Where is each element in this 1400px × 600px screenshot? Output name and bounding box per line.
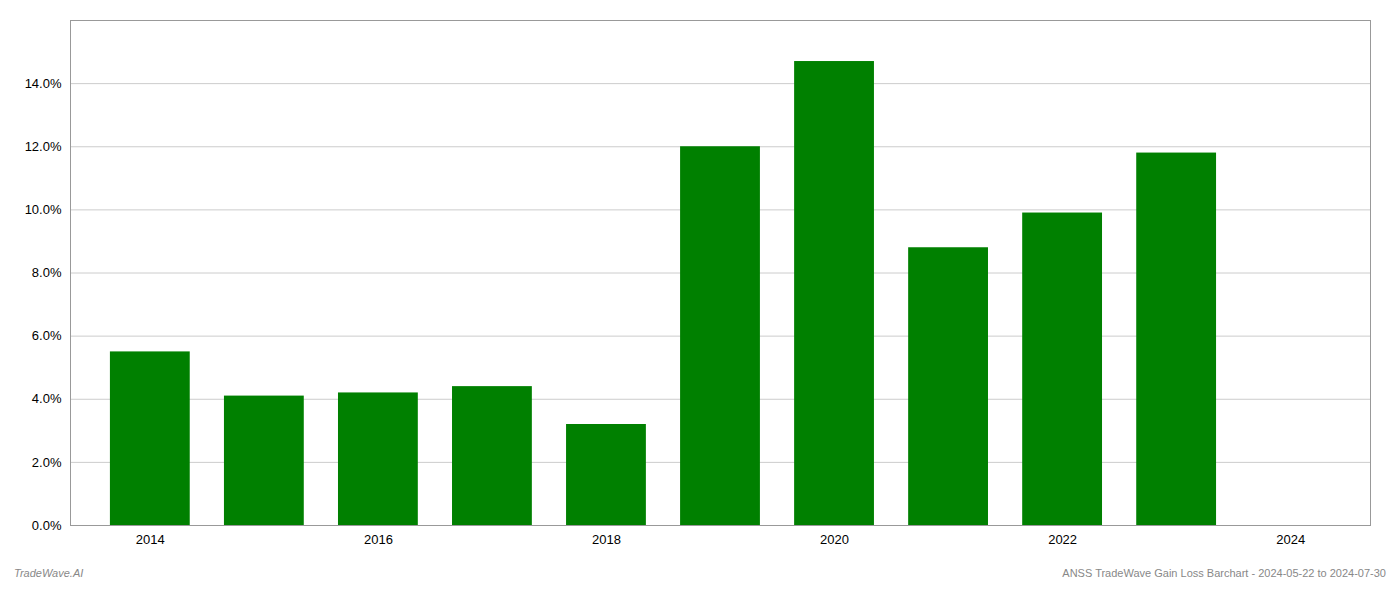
- svg-text:2016: 2016: [364, 532, 393, 547]
- svg-text:6.0%: 6.0%: [32, 328, 62, 343]
- svg-text:2020: 2020: [820, 532, 849, 547]
- svg-text:2014: 2014: [136, 532, 165, 547]
- svg-text:4.0%: 4.0%: [32, 391, 62, 406]
- svg-text:10.0%: 10.0%: [25, 202, 62, 217]
- svg-text:12.0%: 12.0%: [25, 139, 62, 154]
- svg-text:8.0%: 8.0%: [32, 265, 62, 280]
- html-text:ANSS TradeWave Gain Loss Barch: ANSS TradeWave Gain Loss Barchart - 2024…: [1062, 567, 1386, 579]
- svg-text:2024: 2024: [1276, 532, 1305, 547]
- svg-text:2.0%: 2.0%: [32, 455, 62, 470]
- svg-text:2018: 2018: [592, 532, 621, 547]
- svg-text:0.0%: 0.0%: [32, 518, 62, 533]
- svg-text:14.0%: 14.0%: [25, 76, 62, 91]
- svg-text:2022: 2022: [1048, 532, 1077, 547]
- html-text:TradeWave.AI: TradeWave.AI: [14, 567, 84, 579]
